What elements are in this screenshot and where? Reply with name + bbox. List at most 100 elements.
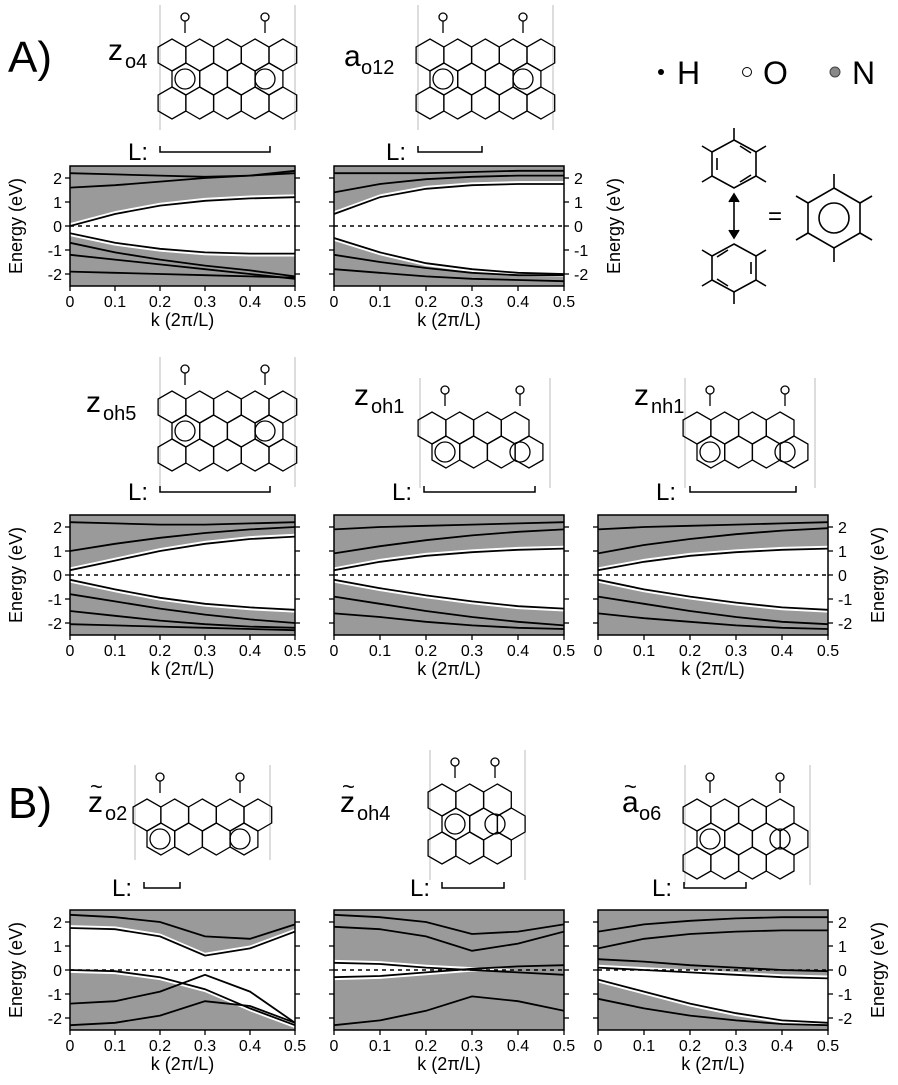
band-line-series-3 — [598, 578, 828, 611]
panel-title-subscript: nh1 — [651, 396, 684, 418]
band-structure-panel-at_o6: a~o6 L: 0 0.1 0.2 0.3 0.4 0.5 k (2π/L) -2 -1 0 1 2 Ene… — [593, 765, 888, 1074]
unit-cell-bracket — [441, 882, 505, 889]
y-tick-label: -2 — [574, 267, 588, 284]
band-line-series-0 — [334, 547, 564, 572]
y-tick-label: 1 — [53, 544, 62, 561]
y-axis-label: Energy (eV) — [6, 178, 26, 274]
panel-title: z — [340, 786, 355, 819]
band-line-series-4 — [334, 595, 564, 627]
x-tick-label: 0.4 — [507, 643, 529, 660]
band-line-series-2 — [334, 961, 564, 976]
plot-area — [334, 515, 564, 635]
x-tick-label: 0.5 — [553, 1038, 575, 1055]
plot-area — [598, 910, 828, 1030]
y-tick-label: 0 — [838, 963, 847, 980]
band-line-series-0 — [598, 547, 828, 572]
band-line-series-1 — [334, 913, 564, 935]
x-tick-label: 0 — [330, 294, 339, 311]
x-tick-label: 0 — [594, 643, 603, 660]
molecule-structure-icon — [682, 378, 816, 488]
x-tick-label: 0.2 — [415, 643, 437, 660]
legend-label-o: O — [763, 55, 788, 91]
band-line-series-0 — [334, 925, 564, 952]
panel-title: z — [108, 34, 123, 67]
unit-cell-label: L: — [386, 139, 406, 166]
valence-band-region — [598, 582, 828, 635]
conduction-band-region — [598, 910, 828, 976]
x-tick-label: 0 — [330, 1038, 339, 1055]
x-tick-label: 0 — [330, 643, 339, 660]
x-tick-label: 0.2 — [149, 643, 171, 660]
band-structure-panel-zt_o2: z~o2 L: 0 0.1 0.2 0.3 0.4 0.5 k (2π/L) -2 -1 0 1 2 Ene… — [6, 765, 306, 1074]
y-tick-label: 1 — [53, 939, 62, 956]
x-tick-label: 0 — [594, 1038, 603, 1055]
band-line-series-3 — [70, 232, 295, 255]
unit-cell-bracket — [143, 882, 181, 889]
band-line-series-0 — [70, 927, 295, 957]
x-tick-label: 0.1 — [104, 294, 126, 311]
conduction-band-region — [334, 910, 564, 972]
panel-title-subscript: oh4 — [357, 803, 390, 825]
y-tick-label: 1 — [838, 544, 847, 561]
legend-label-h: H — [677, 55, 700, 91]
y-tick-label: 1 — [53, 195, 62, 212]
molecule-structure-icon — [157, 5, 298, 130]
valence-band-region — [70, 582, 295, 635]
tilde-mark: ~ — [624, 774, 637, 799]
x-tick-label: 0.1 — [369, 1038, 391, 1055]
panel-title-subscript: o12 — [361, 57, 394, 79]
panel-title-subscript: oh5 — [103, 403, 136, 425]
unit-cell-bracket — [159, 486, 271, 493]
x-tick-label: 0.3 — [461, 643, 483, 660]
y-axis-label: Energy (eV) — [6, 922, 26, 1018]
unit-cell-label: L: — [652, 875, 672, 902]
x-tick-label: 0.1 — [369, 643, 391, 660]
panel-title: z — [634, 379, 649, 412]
atom-legend: H O N — [658, 55, 875, 91]
valence-band-region — [334, 968, 564, 1030]
valence-band-region — [334, 582, 564, 635]
tilde-mark: ~ — [342, 774, 355, 799]
y-tick-label: -1 — [48, 987, 62, 1004]
valence-band-region — [598, 982, 828, 1030]
x-tick-label: 0.4 — [239, 294, 261, 311]
unit-cell-label: L: — [112, 875, 132, 902]
conduction-band-region — [598, 515, 828, 568]
x-axis-label: k (2π/L) — [151, 310, 214, 330]
band-line-series-0 — [334, 183, 564, 215]
band-line-series-4 — [70, 241, 295, 278]
band-line-series-6 — [70, 623, 295, 632]
molecule-structure-icon — [427, 750, 526, 880]
x-tick-label: 0.1 — [104, 1038, 126, 1055]
legend-label-n: N — [852, 55, 875, 91]
x-tick-label: 0.4 — [771, 643, 793, 660]
conduction-band-region — [70, 910, 295, 953]
y-tick-label: 2 — [53, 520, 62, 537]
x-tick-label: 0.1 — [104, 643, 126, 660]
y-tick-label: 2 — [53, 915, 62, 932]
x-tick-label: 0.4 — [771, 1038, 793, 1055]
x-tick-label: 0.4 — [507, 294, 529, 311]
molecule-structure-icon — [132, 765, 273, 860]
x-axis-label: k (2π/L) — [681, 1054, 744, 1074]
panel-title-subscript: o2 — [105, 803, 127, 825]
y-axis-label: Energy (eV) — [6, 527, 26, 623]
band-line-series-2 — [70, 169, 295, 178]
panel-title-subscript: o6 — [639, 803, 661, 825]
y-axis-label: Energy (eV) — [604, 178, 624, 274]
molecule-structure-icon — [682, 765, 811, 885]
oxygen-circle-icon — [742, 67, 752, 77]
x-tick-label: 0.4 — [239, 643, 261, 660]
y-tick-label: -1 — [838, 987, 852, 1004]
x-tick-label: 0.3 — [725, 1038, 747, 1055]
band-line-series-1 — [334, 174, 564, 194]
x-axis-label: k (2π/L) — [151, 1054, 214, 1074]
plot-area — [334, 166, 564, 286]
band-line-series-3 — [334, 237, 564, 275]
y-tick-label: -2 — [48, 1011, 62, 1028]
band-line-series-3 — [334, 578, 564, 610]
band-line-series-4 — [334, 253, 564, 277]
y-tick-label: -1 — [48, 592, 62, 609]
unit-cell-label: L: — [128, 479, 148, 506]
panel-title: z — [86, 386, 101, 419]
